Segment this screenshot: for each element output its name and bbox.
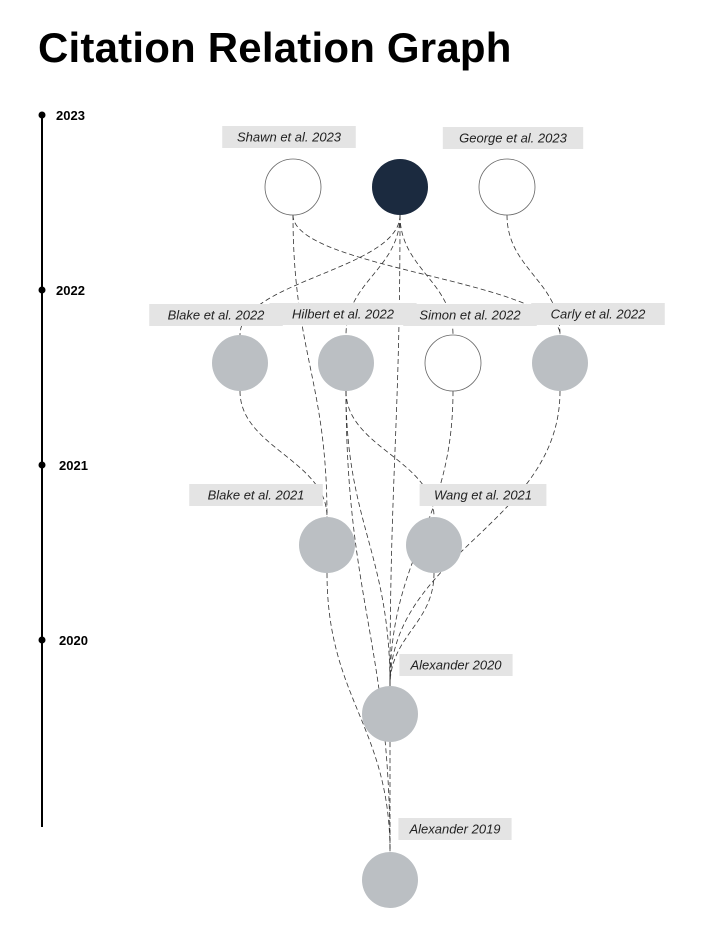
- node-label-alexander2020: Alexander 2020: [409, 658, 502, 673]
- timeline-tick-2023: [38, 111, 46, 119]
- timeline-year-2023: 2023: [56, 108, 85, 123]
- node-label-bg-blake2022: [149, 304, 283, 326]
- node-wang2021[interactable]: [406, 517, 462, 573]
- node-focus2023[interactable]: [372, 159, 428, 215]
- edge-carly2022-alexander2020: [389, 390, 561, 687]
- edge-blake2021-alexander2019: [326, 572, 391, 853]
- node-carly2022[interactable]: [532, 335, 588, 391]
- timeline-tick-2022: [38, 286, 46, 294]
- node-label-blake2021: Blake et al. 2021: [208, 488, 305, 503]
- node-blake2021[interactable]: [299, 517, 355, 573]
- citation-nodes: Shawn et al. 2023 George et al. 2023 Blake…: [149, 126, 665, 908]
- node-label-bg-simon2022: [403, 304, 537, 326]
- timeline-axis: 2023 2022 2021 2020: [38, 108, 88, 827]
- timeline-year-2021: 2021: [59, 458, 88, 473]
- node-label-bg-shawn2023: [222, 126, 356, 148]
- node-label-blake2022: Blake et al. 2022: [168, 308, 266, 323]
- node-label-bg-george2023: [442, 127, 584, 149]
- node-simon2022[interactable]: [424, 334, 482, 392]
- timeline-tick-2021: [38, 461, 46, 469]
- node-label-shawn2023: Shawn et al. 2023: [237, 130, 342, 145]
- node-hilbert2022[interactable]: [318, 335, 374, 391]
- edge-focus2023-simon2022: [399, 214, 454, 336]
- edge-george2023-carly2022: [506, 214, 561, 336]
- node-label-bg-carly2022: [531, 303, 665, 325]
- node-label-bg-hilbert2022: [269, 303, 417, 325]
- node-blake2022[interactable]: [212, 335, 268, 391]
- node-george2023[interactable]: [478, 158, 536, 216]
- node-label-alexander2019: Alexander 2019: [408, 822, 500, 837]
- node-label-george2023: George et al. 2023: [459, 131, 567, 146]
- edge-focus2023-blake2022: [239, 214, 401, 336]
- node-label-hilbert2022: Hilbert et al. 2022: [292, 307, 395, 322]
- timeline-tick-2020: [38, 636, 46, 644]
- node-label-bg-blake2021: [189, 484, 323, 506]
- node-label-simon2022: Simon et al. 2022: [419, 308, 521, 323]
- edge-hilbert2022-alexander2019: [345, 390, 391, 853]
- node-label-bg-alexander2019: [398, 818, 512, 840]
- page-title: Citation Relation Graph: [38, 24, 512, 71]
- node-alexander2020[interactable]: [362, 686, 418, 742]
- node-alexander2019[interactable]: [362, 852, 418, 908]
- edge-wang2021-alexander2020: [389, 572, 435, 687]
- edge-blake2022-blake2021: [239, 390, 328, 518]
- node-label-carly2022: Carly et al. 2022: [551, 307, 646, 322]
- timeline-year-2022: 2022: [56, 283, 85, 298]
- edge-focus2023-hilbert2022: [345, 214, 401, 336]
- timeline-year-2020: 2020: [59, 633, 88, 648]
- node-label-bg-wang2021: [419, 484, 547, 506]
- edge-shawn2023-blake2021: [292, 214, 328, 518]
- edge-simon2022-alexander2020: [389, 390, 454, 687]
- node-label-bg-alexander2020: [399, 654, 513, 676]
- edge-hilbert2022-alexander2020: [345, 390, 391, 687]
- node-shawn2023[interactable]: [264, 158, 322, 216]
- node-label-wang2021: Wang et al. 2021: [434, 488, 532, 503]
- edge-focus2023-alexander2020: [389, 214, 401, 687]
